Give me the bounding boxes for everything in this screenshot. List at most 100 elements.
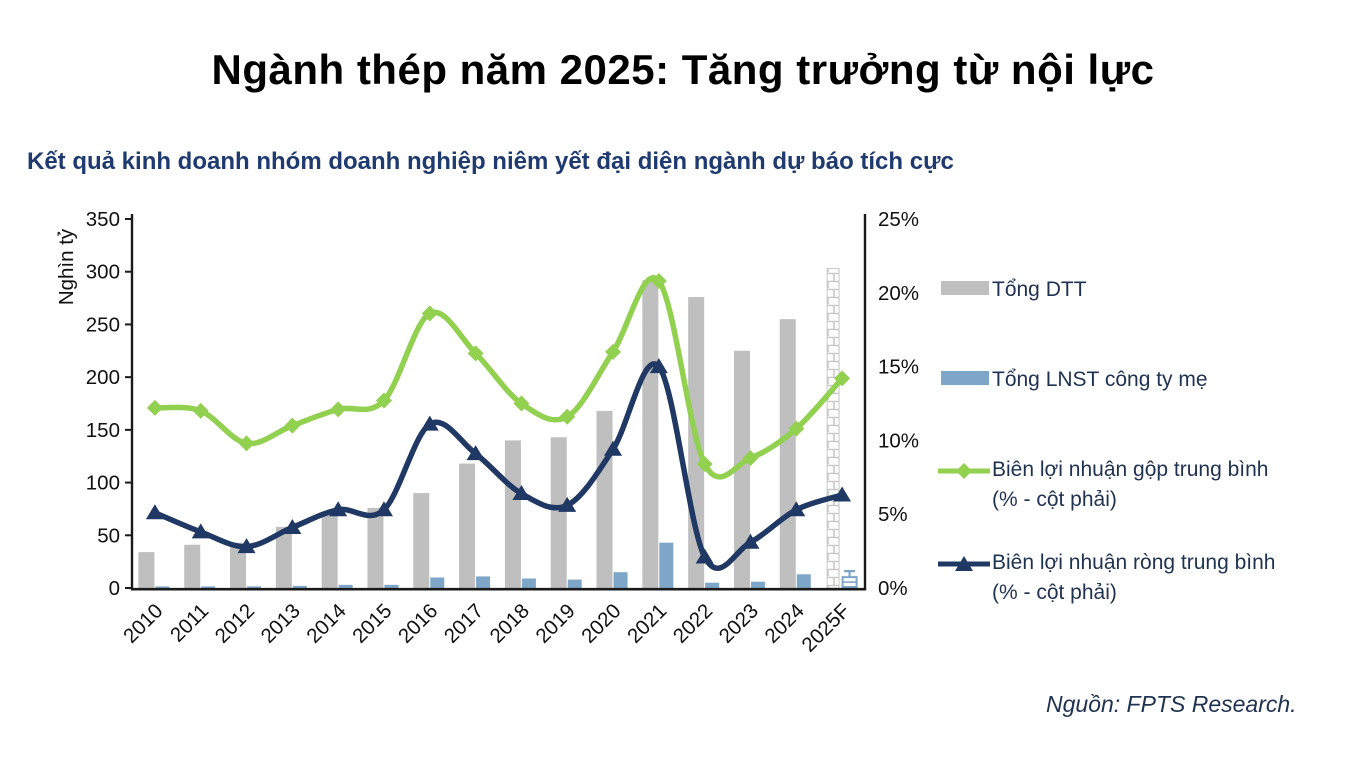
svg-text:25%: 25% — [878, 208, 919, 231]
triangle-marker — [420, 415, 439, 431]
diamond-marker — [467, 345, 484, 362]
triangle-marker — [604, 440, 623, 456]
svg-text:2022: 2022 — [669, 599, 718, 648]
bar-lnst — [476, 576, 491, 588]
chart-title: Kết quả kinh doanh nhóm doanh nghiệp niê… — [27, 148, 954, 175]
bar-dtt — [596, 410, 613, 588]
svg-text:2016: 2016 — [394, 599, 443, 648]
bar-lnst — [201, 586, 216, 588]
source-note: Nguồn: FPTS Research. — [1046, 691, 1297, 717]
svg-text:2018: 2018 — [485, 599, 534, 648]
bar-dtt — [779, 319, 796, 588]
triangle-marker — [466, 445, 485, 461]
diamond-marker — [238, 435, 255, 452]
bar-lnst — [521, 578, 536, 588]
svg-text:2017: 2017 — [440, 599, 489, 648]
legend-label: Biên lợi nhuận gộp trung bình — [992, 458, 1269, 481]
bar-lnst — [613, 572, 628, 588]
y-axis-title: Nghìn tỷ — [55, 228, 78, 305]
legend-label-line2: (% - cột phải) — [992, 581, 1117, 604]
bar-lnst — [338, 584, 353, 588]
line-gross-margin — [146, 272, 851, 480]
svg-text:2011: 2011 — [166, 599, 213, 646]
triangle-marker — [695, 548, 714, 564]
bar-dtt — [459, 463, 476, 588]
diamond-marker — [513, 395, 530, 412]
triangle-marker — [374, 501, 393, 517]
diamond-marker — [330, 401, 347, 418]
svg-text:2010: 2010 — [119, 599, 168, 648]
bar-lnst — [292, 585, 307, 588]
y-axis-left-labels: 350 300 250 200 150 100 50 0 — [86, 208, 132, 600]
diamond-marker — [559, 408, 576, 425]
bar-lnst — [567, 579, 582, 588]
diamond-marker — [696, 456, 713, 473]
bar-dtt — [413, 493, 430, 588]
page-title: Ngành thép năm 2025: Tăng trưởng từ nội … — [211, 46, 1155, 93]
svg-text:2021: 2021 — [623, 599, 672, 648]
bar-dtt — [184, 544, 201, 588]
svg-text:300: 300 — [86, 261, 120, 284]
bars-tong-lnst — [155, 542, 858, 588]
svg-text:0%: 0% — [878, 577, 908, 600]
bar-dtt — [550, 437, 567, 588]
combo-chart: 350 300 250 200 150 100 50 0 25% 20% 15% 10% 5% 0% 201… — [55, 208, 919, 657]
bar-dtt — [733, 350, 750, 588]
svg-text:150: 150 — [86, 419, 120, 442]
bar-dtt — [275, 526, 292, 588]
bar-lnst — [247, 586, 262, 588]
bar-forecast-dtt — [826, 268, 840, 589]
x-axis-labels: 2010201120122013201420152016201720182019… — [119, 599, 855, 656]
diamond-marker — [650, 272, 667, 289]
axes — [130, 214, 867, 591]
diamond-marker — [284, 417, 301, 434]
svg-text:Nghìn tỷ: Nghìn tỷ — [55, 228, 78, 305]
triangle-marker — [512, 485, 531, 501]
triangle-marker — [741, 533, 760, 549]
bar-lnst — [384, 584, 399, 588]
diamond-marker — [192, 402, 209, 419]
legend-label-line2: (% - cột phải) — [992, 488, 1117, 511]
triangle-marker — [237, 538, 256, 554]
diamond-marker — [421, 305, 438, 322]
bar-lnst — [750, 581, 765, 588]
svg-text:2025F: 2025F — [797, 599, 854, 656]
svg-text:2013: 2013 — [256, 599, 305, 648]
bars-tong-dtt — [138, 268, 840, 589]
bar-dtt — [321, 513, 338, 588]
triangle-marker — [145, 504, 164, 520]
legend-label: Tổng DTT — [992, 278, 1087, 301]
diamond-marker — [375, 392, 392, 409]
svg-text:50: 50 — [97, 524, 120, 547]
bar-dtt — [230, 542, 247, 588]
bar-lnst — [155, 586, 170, 588]
svg-text:2012: 2012 — [211, 599, 260, 648]
triangle-marker — [649, 358, 668, 374]
diamond-marker — [742, 450, 759, 467]
diamond-marker — [605, 343, 622, 360]
svg-text:20%: 20% — [878, 282, 919, 305]
triangle-marker — [833, 486, 852, 502]
diamond-marker — [834, 370, 851, 387]
svg-text:2020: 2020 — [577, 599, 626, 648]
triangle-marker — [191, 523, 210, 539]
bar-lnst — [659, 542, 674, 588]
legend-label: Tổng LNST công ty mẹ — [992, 368, 1208, 391]
svg-text:250: 250 — [86, 313, 120, 336]
svg-text:15%: 15% — [878, 356, 919, 379]
svg-text:2014: 2014 — [302, 599, 351, 648]
bar-dtt — [504, 440, 521, 588]
triangle-marker — [787, 501, 806, 517]
svg-text:100: 100 — [86, 472, 120, 495]
svg-text:2023: 2023 — [714, 599, 763, 648]
y-axis-right-labels: 25% 20% 15% 10% 5% 0% — [878, 208, 919, 600]
bar-lnst — [430, 577, 445, 588]
legend-label: Biên lợi nhuận ròng trung bình — [992, 551, 1276, 574]
bar-lnst — [705, 582, 720, 588]
bar-dtt — [642, 280, 659, 588]
line-net-margin — [145, 358, 852, 571]
diamond-marker — [788, 420, 805, 437]
diamond-marker — [146, 399, 163, 416]
svg-text:0: 0 — [109, 577, 120, 600]
